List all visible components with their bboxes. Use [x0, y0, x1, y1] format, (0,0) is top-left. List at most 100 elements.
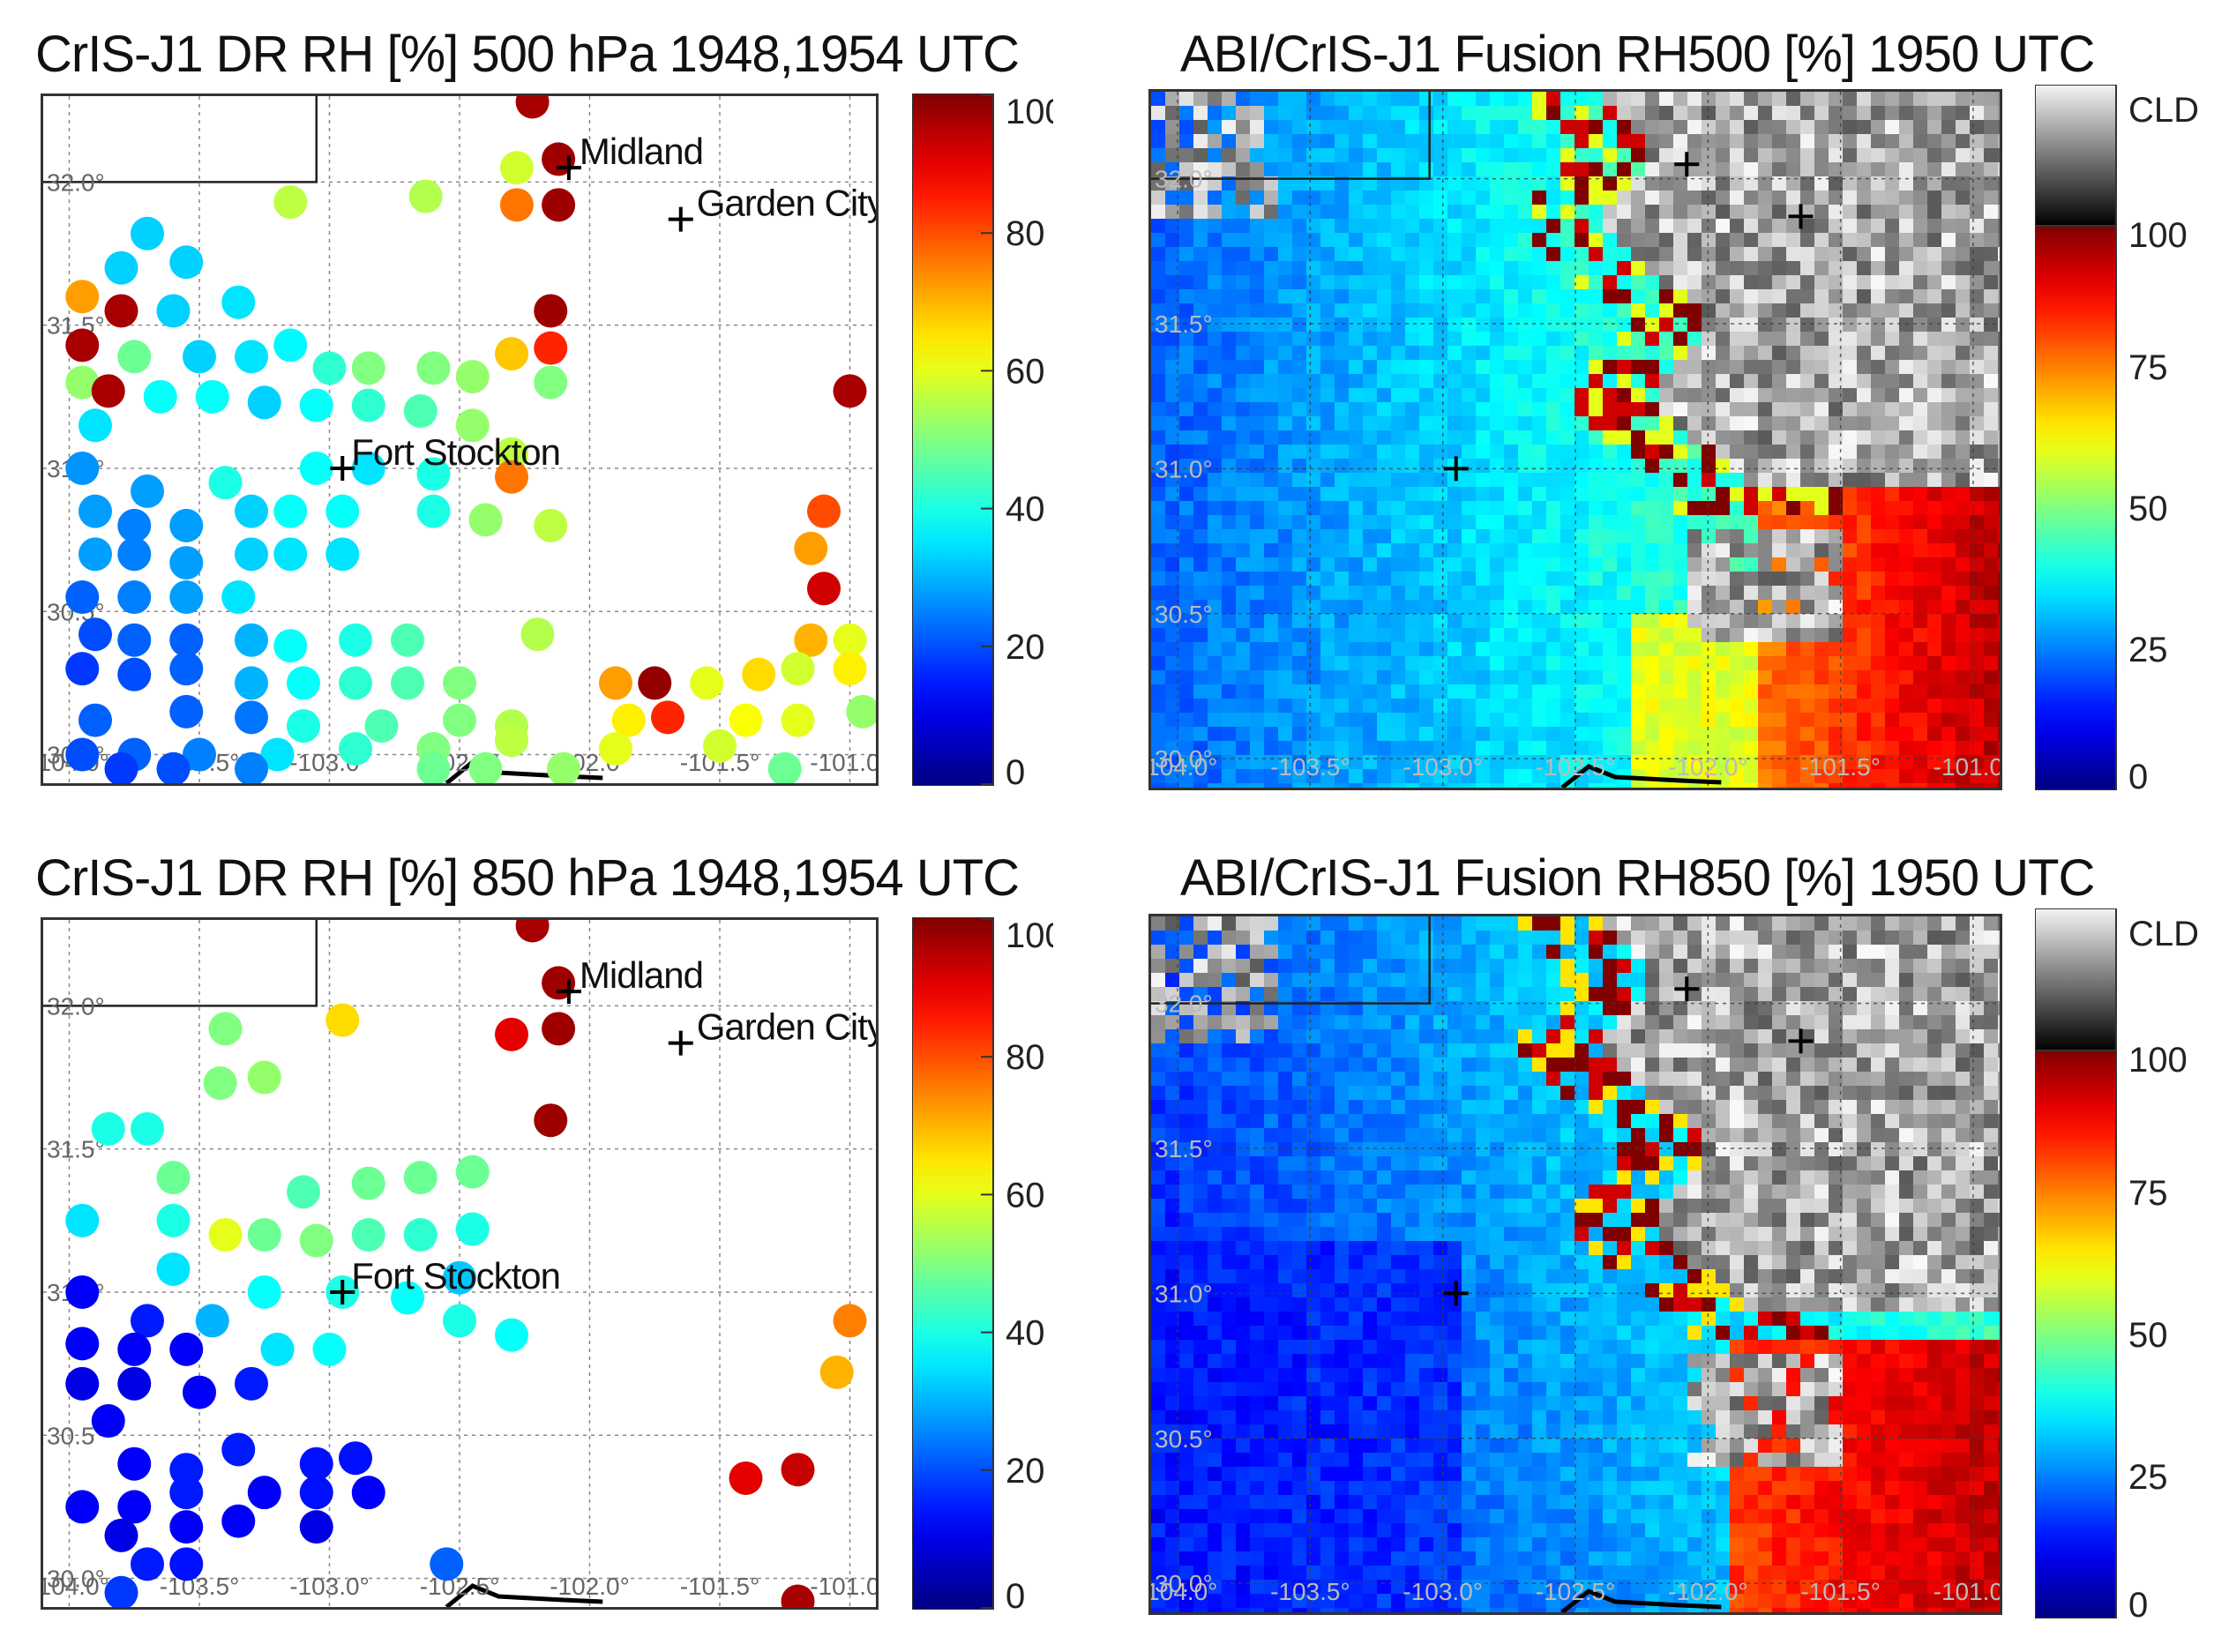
p2-field-cells: [1151, 92, 2000, 788]
p3-point-33: [443, 1304, 476, 1338]
cb4-tick-label-1: 100: [2128, 1041, 2188, 1080]
p1-point-48: [169, 508, 204, 542]
p3-point-5: [208, 1012, 243, 1046]
cb1-tick-label-0: 100: [1006, 93, 1053, 131]
p1-point-24: [416, 351, 451, 385]
p3-point-24: [156, 1252, 191, 1286]
p1-point-34: [403, 394, 438, 429]
p1-point-67: [807, 572, 841, 606]
p4-city-marker-1: [1788, 1028, 1814, 1054]
p1-point-78: [65, 652, 100, 686]
p3-city-label-2: Fort Stockton: [351, 1255, 560, 1297]
p1-point-50: [273, 494, 308, 528]
p1-point-71: [235, 623, 268, 657]
p1-point-59: [235, 537, 268, 572]
p1-point-39: [65, 451, 100, 485]
p4-lon-tick-6: -101.0°: [1934, 1578, 2000, 1605]
p3-point-16: [65, 1203, 100, 1237]
p3-point-8: [534, 1103, 568, 1138]
p1-point-91: [833, 652, 867, 686]
p1-point-100: [651, 700, 684, 735]
p1-point-9: [65, 280, 100, 314]
p3-lon-tick-5: -101.5°: [680, 1573, 760, 1600]
cb3-tick-label-0: 100: [1006, 917, 1053, 955]
p2-lon-tick-1: -103.5°: [1270, 753, 1350, 781]
cb3-bar: [912, 917, 994, 1610]
p1-point-114: [156, 751, 191, 783]
panel2-title: ABI/CrIS-J1 Fusion RH500 [%] 1950 UTC: [1180, 26, 2095, 83]
p1-point-13: [169, 245, 204, 280]
p1-point-16: [495, 337, 528, 371]
p3-point-52: [781, 1453, 815, 1487]
p1-lat-tick-0: 32.0°: [47, 168, 105, 196]
p1-point-26: [534, 365, 568, 400]
p1-point-43: [416, 457, 451, 491]
p3-point-6: [247, 1060, 281, 1095]
p3-point-9: [91, 1111, 125, 1146]
p1-point-7: [131, 216, 164, 250]
p1-point-28: [91, 374, 125, 408]
p3-river: [445, 1583, 603, 1607]
p3-point-21: [351, 1218, 385, 1252]
p1-point-3: [499, 151, 534, 185]
p1-point-44: [495, 460, 528, 494]
p1-point-15: [534, 331, 568, 365]
p1-point-55: [807, 494, 841, 528]
p1-point-11: [156, 294, 191, 328]
p3-point-55: [169, 1476, 204, 1510]
p1-point-17: [65, 328, 100, 363]
p1-point-49: [235, 494, 268, 528]
p1-point-12: [221, 285, 256, 319]
p3-point-53: [65, 1490, 100, 1524]
p1-point-4: [499, 188, 534, 222]
p3-point-44: [235, 1366, 268, 1401]
p3-lon-tick-4: -102.0°: [550, 1573, 630, 1600]
p1-point-86: [599, 666, 632, 700]
p2-lat-tick-4: 30.0°: [1155, 745, 1213, 773]
p3-point-47: [169, 1453, 204, 1487]
p3-point-26: [65, 1275, 100, 1309]
p1-point-18: [117, 340, 152, 374]
p3-point-39: [312, 1332, 347, 1366]
p1-point-97: [443, 703, 476, 737]
cb2-tick-label-2: 75: [2128, 348, 2168, 387]
p3-point-59: [104, 1518, 138, 1552]
p3-point-3: [495, 1017, 528, 1051]
p4-lat-tick-2: 31.0°: [1155, 1280, 1213, 1307]
p3-city-label-0: Midland: [580, 954, 703, 996]
p2-lat-tick-2: 31.0°: [1155, 455, 1213, 482]
cb2-bar: [2035, 225, 2117, 790]
panel3-colorbar: 100 80 60 40 20 0: [912, 917, 1053, 1610]
p2-lon-tick-0: -104.0°: [1151, 753, 1217, 781]
p3-point-25: [443, 1260, 476, 1295]
p3-point-45: [91, 1404, 125, 1439]
p3-point-34: [495, 1318, 528, 1352]
panel3-scatter-map: -104.0° -103.5° -103.0° -102.5° -102.0° -101.…: [41, 917, 879, 1610]
p3-city-marker-2: [330, 1279, 355, 1304]
p2-lon-tick-4: -102.0°: [1668, 753, 1748, 781]
p1-point-74: [391, 623, 424, 657]
p1-point-101: [729, 703, 763, 737]
p3-point-31: [131, 1304, 164, 1338]
p3-point-12: [287, 1175, 320, 1209]
p1-point-92: [79, 703, 112, 737]
p1-point-31: [247, 385, 281, 420]
p3-point-56: [247, 1476, 281, 1510]
panel4-fusion-map: -104.0° -103.5° -103.0° -102.5° -102.0° -101.…: [1148, 914, 2002, 1615]
p1-point-57: [117, 537, 152, 572]
p1-point-54: [534, 508, 568, 542]
panel2-colorbar: CLD 100 75 50 25 0: [2035, 85, 2203, 790]
p3-point-13: [351, 1166, 385, 1200]
p1-point-103: [846, 694, 876, 729]
p1-state-boundary: [43, 96, 318, 183]
p3-point-50: [339, 1441, 372, 1476]
p1-point-64: [117, 580, 152, 615]
p3-city-marker-1: [668, 1030, 693, 1056]
p1-point-116: [416, 751, 451, 783]
p1-point-95: [287, 709, 320, 744]
p3-point-66: [104, 1575, 138, 1607]
p2-lat-tick-0: 32.0°: [1155, 166, 1213, 193]
p3-point-40: [819, 1355, 854, 1389]
panel4-title: ABI/CrIS-J1 Fusion RH850 [%] 1950 UTC: [1180, 849, 2095, 907]
p3-point-38: [260, 1332, 295, 1366]
